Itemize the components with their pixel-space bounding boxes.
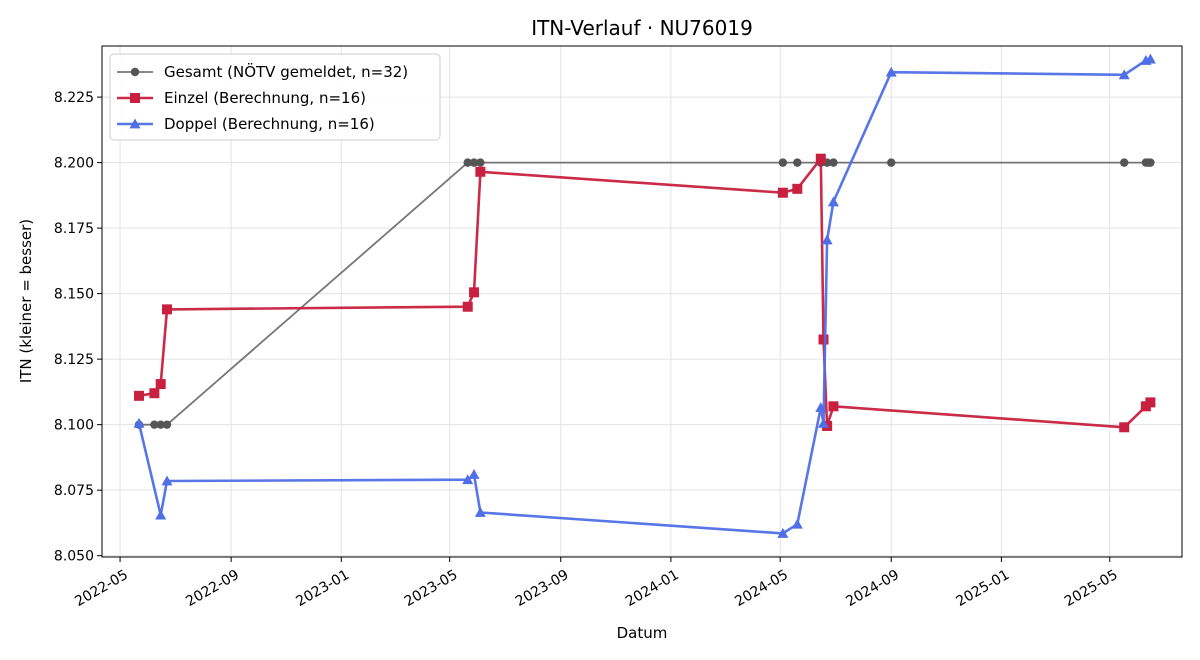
data-point-einzel	[469, 287, 480, 298]
legend-swatch-marker	[130, 93, 140, 103]
data-point-doppel	[815, 402, 827, 413]
data-point-einzel	[155, 379, 166, 390]
data-point-einzel	[462, 301, 473, 312]
data-point-gesamt	[793, 158, 802, 167]
data-point-doppel	[885, 66, 897, 77]
data-point-einzel	[815, 153, 826, 164]
legend-label: Gesamt (NÖTV gemeldet, n=32)	[164, 62, 408, 81]
x-tick-label: 2024-05	[732, 567, 791, 610]
legend-swatch-marker	[130, 67, 140, 77]
data-point-einzel	[777, 187, 788, 198]
series-line-doppel	[137, 57, 1151, 535]
data-point-gesamt	[829, 158, 838, 167]
data-point-doppel	[1144, 53, 1156, 64]
data-point-doppel	[161, 475, 173, 486]
y-tick-label: 8.075	[54, 483, 94, 499]
series-layer	[133, 53, 1156, 538]
y-tick-label: 8.150	[54, 287, 94, 303]
series-doppel	[133, 53, 1156, 538]
legend-label: Einzel (Berechnung, n=16)	[164, 89, 366, 107]
data-point-einzel	[792, 183, 803, 194]
data-point-gesamt	[1146, 158, 1155, 167]
y-tick-label: 8.175	[54, 221, 94, 237]
x-tick-label: 2025-05	[1062, 567, 1121, 610]
data-point-doppel	[821, 234, 833, 245]
data-point-einzel	[1119, 422, 1130, 433]
chart-title: ITN-Verlauf · NU76019	[531, 16, 753, 40]
data-point-doppel	[474, 506, 486, 517]
x-tick-label: 2022-05	[72, 567, 131, 610]
legend-item-einzel: Einzel (Berechnung, n=16)	[117, 89, 366, 107]
x-tick-label: 2024-01	[623, 567, 682, 610]
data-point-gesamt	[476, 158, 485, 167]
data-point-einzel	[818, 334, 829, 345]
plot-frame	[101, 45, 1183, 558]
data-point-einzel	[149, 388, 160, 399]
legend-swatch-marker	[129, 118, 141, 129]
data-point-einzel	[134, 390, 145, 401]
data-point-doppel	[133, 417, 145, 428]
data-point-doppel	[818, 417, 830, 428]
y-tick-label: 8.200	[54, 156, 94, 172]
data-point-einzel	[828, 401, 839, 412]
data-point-doppel	[1118, 69, 1130, 80]
x-tick-label: 2024-09	[843, 567, 902, 610]
data-point-gesamt	[778, 158, 788, 167]
data-point-gesamt	[162, 420, 172, 429]
data-point-gesamt	[150, 420, 159, 429]
y-tick-label: 8.050	[54, 549, 94, 565]
x-tick-label: 2023-01	[293, 567, 352, 610]
data-point-gesamt	[887, 158, 896, 167]
data-point-einzel	[162, 304, 173, 315]
series-einzel	[134, 153, 1156, 433]
data-point-einzel	[475, 166, 486, 177]
data-point-doppel	[468, 468, 480, 479]
x-tick-label: 2025-01	[954, 567, 1013, 610]
x-tick-label: 2023-05	[402, 567, 461, 610]
data-point-doppel	[791, 518, 803, 529]
data-point-gesamt	[156, 420, 165, 429]
data-point-gesamt	[463, 158, 472, 167]
y-axis-label: ITN (kleiner = besser)	[17, 219, 35, 383]
y-tick-label: 8.100	[54, 418, 94, 434]
data-point-doppel	[827, 196, 839, 207]
data-point-gesamt	[1120, 158, 1129, 167]
data-point-doppel	[155, 509, 167, 520]
x-tick-label: 2022-09	[183, 567, 242, 610]
data-point-gesamt	[469, 158, 479, 167]
legend-item-doppel: Doppel (Berechnung, n=16)	[117, 115, 375, 133]
legend-box	[109, 53, 441, 141]
axis-ticks: 2022-05 2022-09 2023-01 2023-05 2023-09 2024-…	[54, 90, 1121, 610]
y-tick-label: 8.225	[54, 90, 94, 106]
x-tick-label: 2023-09	[513, 567, 572, 610]
series-gesamt	[134, 158, 1155, 429]
legend-item-gesamt: Gesamt (NÖTV gemeldet, n=32)	[117, 62, 408, 81]
series-line-einzel	[138, 157, 1152, 429]
x-axis-label: Datum	[617, 624, 668, 642]
data-point-einzel	[1145, 397, 1156, 408]
data-point-doppel	[462, 474, 474, 485]
y-tick-label: 8.125	[54, 352, 94, 368]
data-point-doppel	[777, 527, 789, 538]
legend-label: Doppel (Berechnung, n=16)	[164, 115, 375, 133]
legend: Gesamt (NÖTV gemeldet, n=32) Einzel (Bere…	[109, 53, 441, 141]
